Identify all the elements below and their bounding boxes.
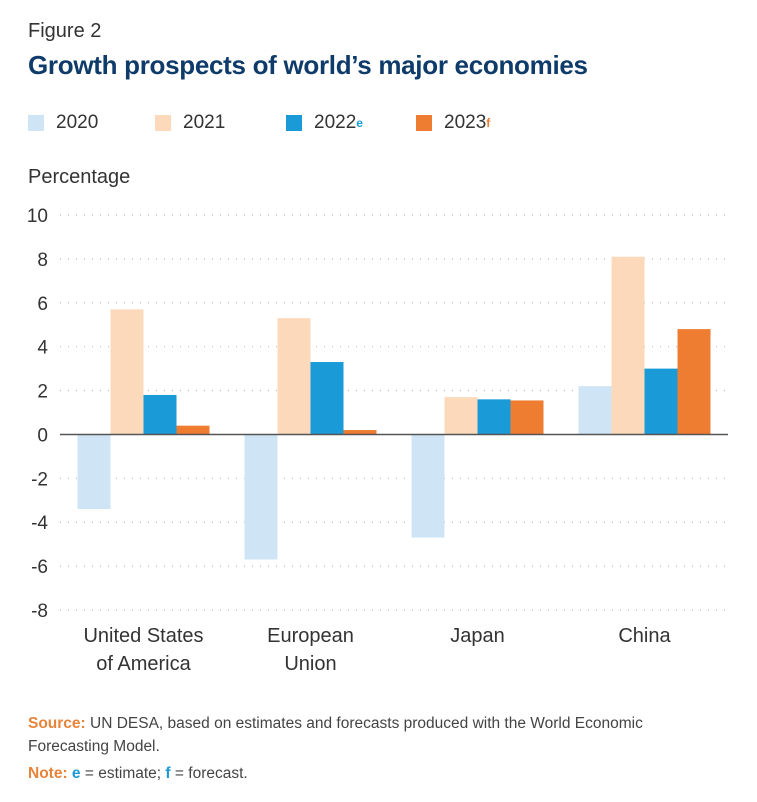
bar-chart: 10 8 6 4 2 0 -2 -4 -6 -8 United States of America Eu… (27, 206, 728, 675)
x-category-label: China (618, 625, 671, 647)
bar-2020 (578, 386, 612, 435)
note-label: Note: (28, 765, 68, 782)
legend-item-2023: 2023 f (416, 112, 490, 134)
note: Note: e = estimate; f = forecast. (28, 765, 248, 783)
legend-item-2020: 2020 (28, 112, 98, 134)
bar-2023 (176, 425, 210, 435)
bar-2022 (477, 399, 511, 435)
bar-2022 (644, 368, 678, 435)
legend-item-2022: 2022 e (286, 112, 363, 134)
bar-2023 (510, 400, 544, 435)
legend-swatch (155, 115, 171, 131)
y-tick-label: 6 (37, 294, 48, 315)
bar-2020 (411, 434, 445, 538)
x-category-label: Union (284, 653, 336, 675)
legend-item-2021: 2021 (155, 112, 225, 134)
legend-label: 2021 (183, 112, 226, 133)
bar-2022 (143, 394, 177, 435)
legend-label: 2020 (56, 112, 99, 133)
legend-superscript: f (486, 116, 491, 130)
y-tick-label: 2 (37, 382, 48, 403)
legend-label: 2022 (314, 112, 357, 133)
note-f-text: = forecast. (174, 765, 248, 782)
legend-swatch (416, 115, 432, 131)
y-tick-label: -8 (31, 601, 48, 622)
chart-legend: 2020 2021 2022 e 2023 f (28, 112, 728, 136)
y-tick-label: 0 (37, 425, 48, 446)
x-category-label: European (267, 625, 354, 647)
bar-2022 (310, 362, 344, 435)
bar-2020 (244, 434, 278, 560)
legend-label: 2023 (444, 112, 487, 133)
y-tick-label: -4 (31, 513, 48, 534)
y-tick-label: 8 (37, 250, 48, 271)
bar-2021 (277, 318, 311, 435)
note-e-text: = estimate; (84, 765, 162, 782)
x-category-label: Japan (450, 625, 505, 647)
note-f-letter: f (165, 765, 171, 782)
y-tick-label: 10 (27, 206, 48, 227)
source-text: UN DESA, based on estimates and forecast… (28, 715, 643, 755)
bar-2021 (110, 309, 144, 435)
y-tick-label: -6 (31, 557, 48, 578)
note-e-letter: e (71, 765, 81, 782)
y-tick-label: -2 (31, 469, 48, 490)
bar-2021 (444, 397, 478, 435)
y-tick-label: 4 (37, 338, 48, 359)
x-category-label: United States (83, 625, 203, 647)
y-axis-label: Percentage (28, 166, 131, 188)
bar-2020 (77, 434, 111, 510)
bar-2023 (343, 430, 377, 435)
bar-2023 (677, 329, 711, 435)
source-note: Source: UN DESA, based on estimates and … (28, 712, 728, 758)
legend-swatch (286, 115, 302, 131)
legend-superscript: e (356, 116, 363, 130)
bar-2021 (611, 256, 645, 435)
chart-title: Growth prospects of world’s major econom… (28, 50, 588, 80)
x-category-label: of America (96, 653, 191, 675)
legend-swatch (28, 115, 44, 131)
source-label: Source: (28, 715, 86, 732)
figure-label: Figure 2 (28, 20, 102, 42)
